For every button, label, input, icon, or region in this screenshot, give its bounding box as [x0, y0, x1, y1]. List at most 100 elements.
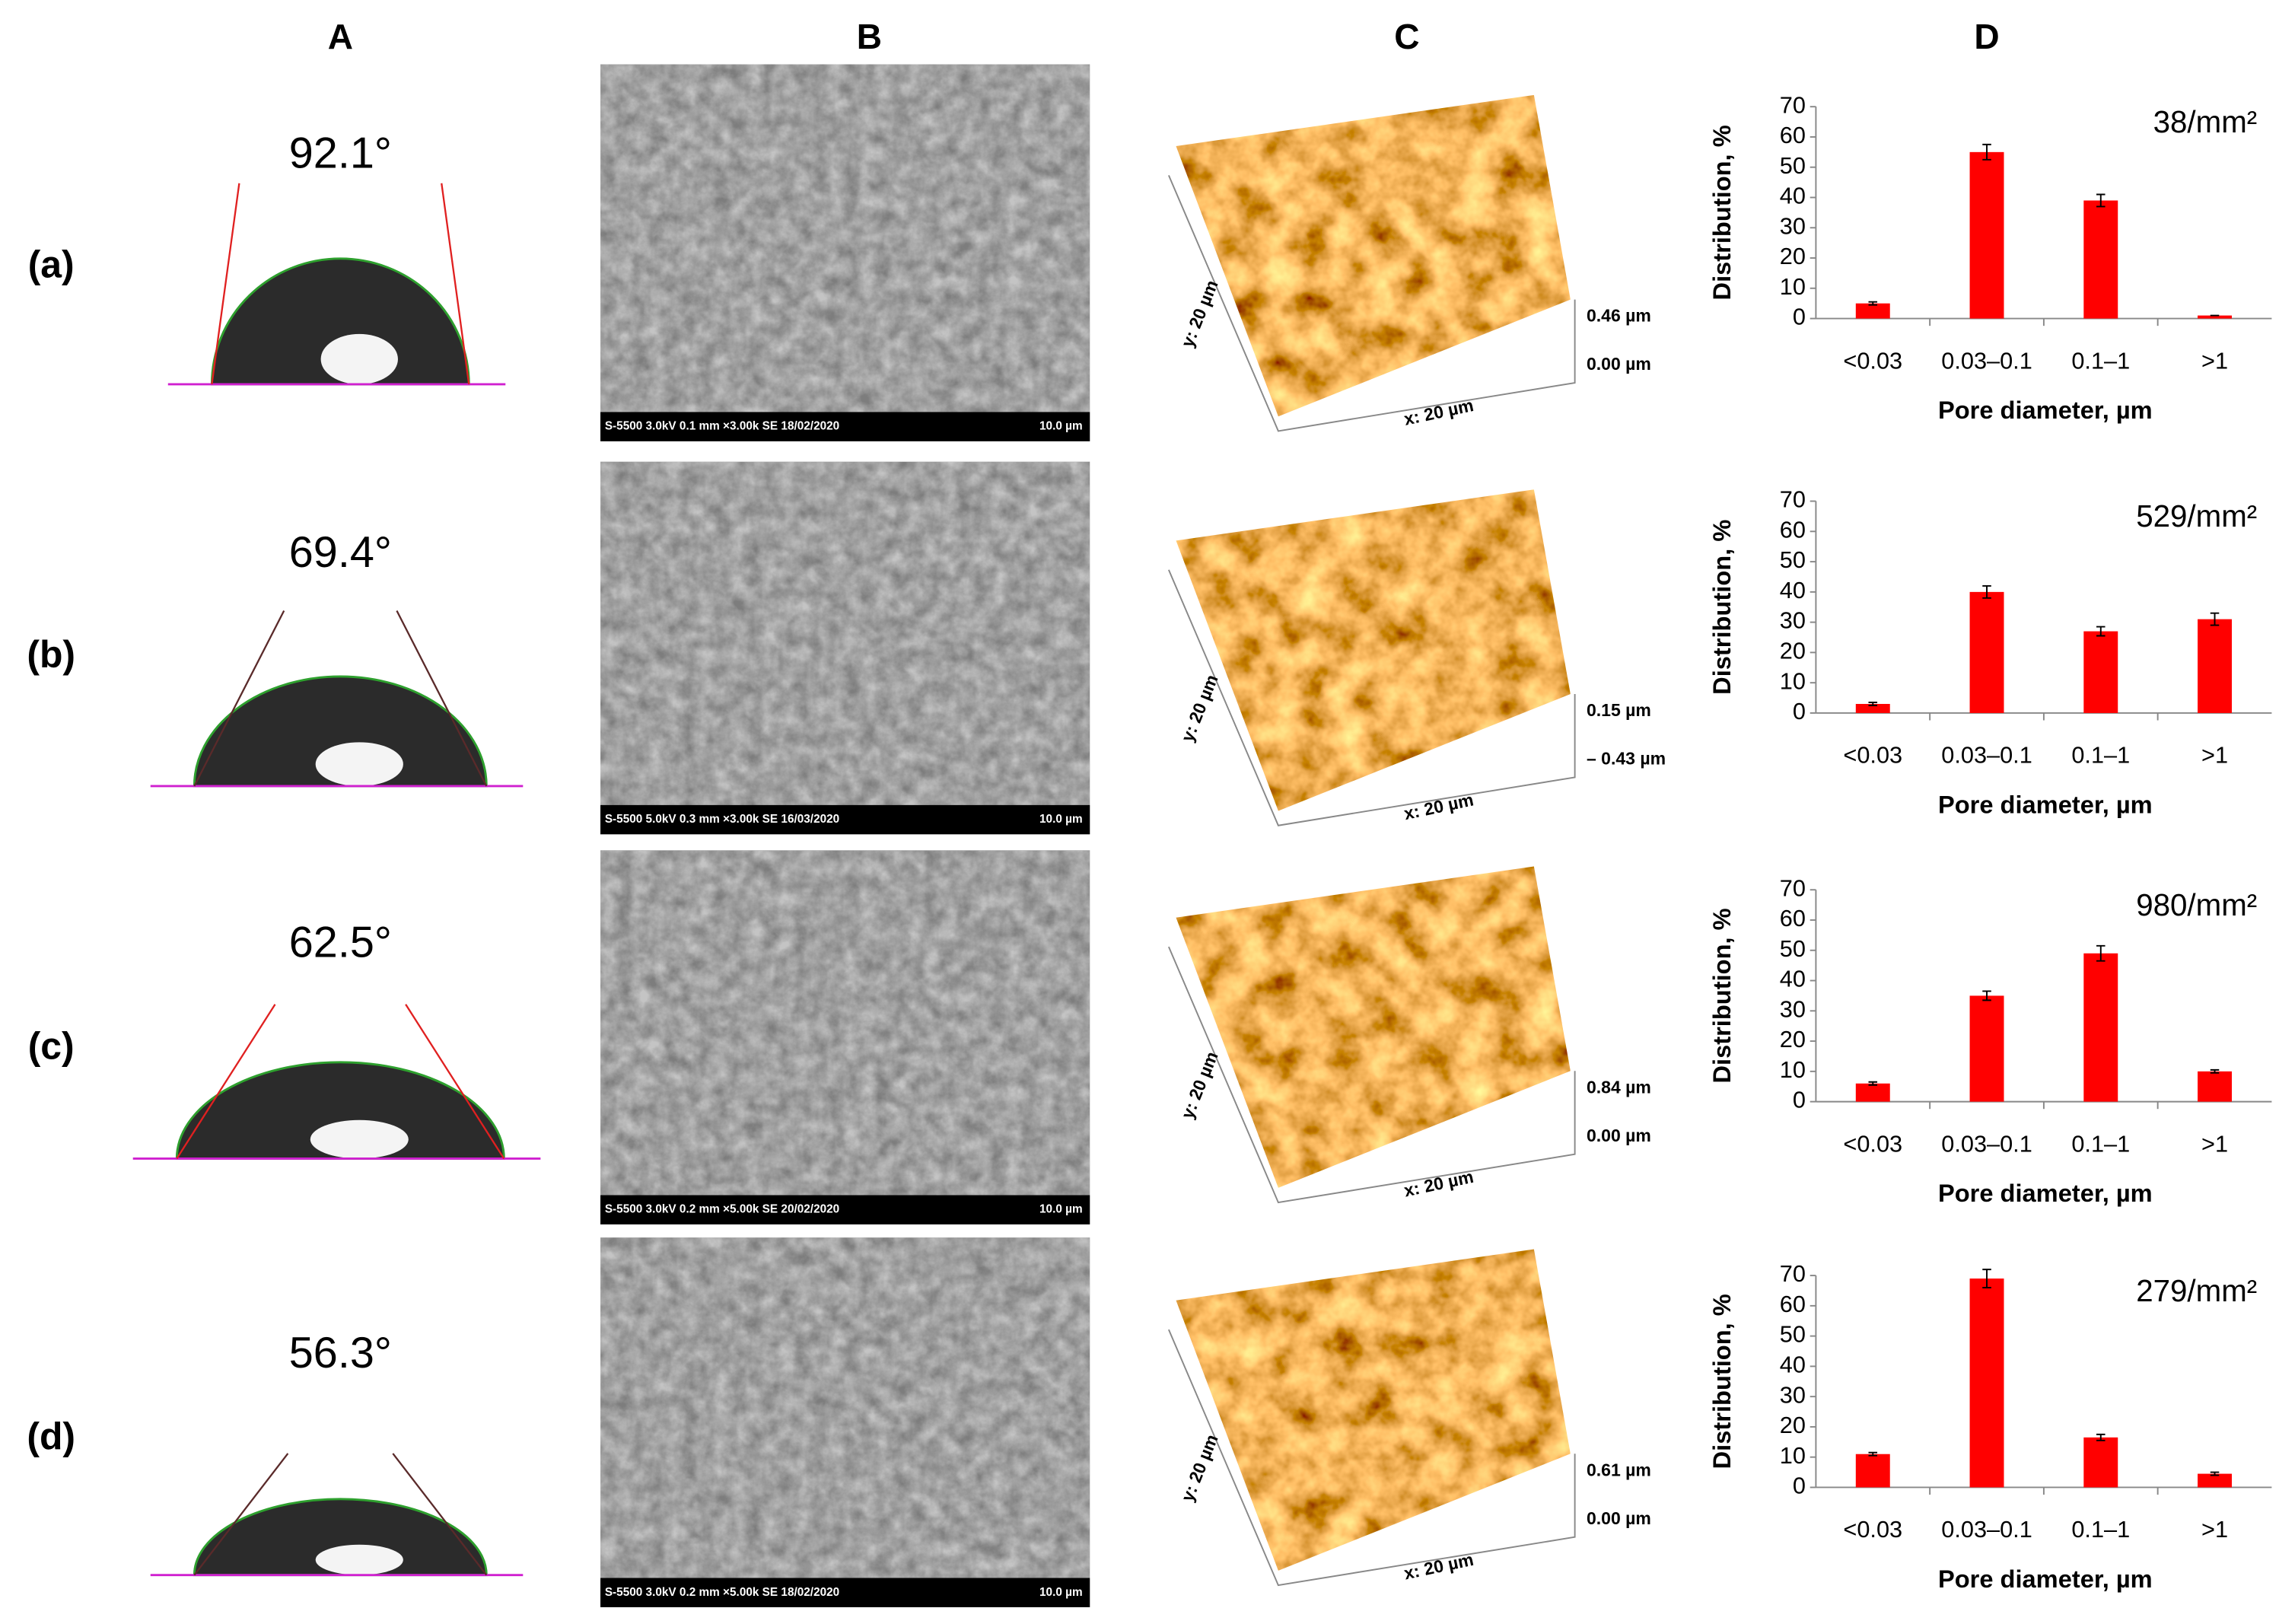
y-tick-label: 30: [1780, 212, 1806, 239]
tangent-line: [392, 1453, 488, 1576]
annotation: 279/mm²: [2136, 1274, 2257, 1308]
droplet-highlight: [315, 742, 403, 786]
y-tick-label: 20: [1780, 243, 1806, 269]
y-tick-label: 10: [1780, 1442, 1806, 1469]
afm-y-axis-label: y: 20 µm: [1177, 1431, 1222, 1505]
afm-z-min: 0.00 µm: [1587, 1126, 1651, 1145]
afm-z-min: – 0.43 µm: [1587, 748, 1666, 768]
error-bar: [1982, 143, 1991, 161]
contact-angle: 92.1°: [289, 129, 392, 178]
bar: [1855, 1083, 1890, 1102]
row-label: (c): [28, 1025, 75, 1068]
bar: [2083, 1437, 2118, 1488]
x-tick-label: >1: [2201, 347, 2228, 374]
afm-x-axis-label: x: 20 µm: [1402, 789, 1475, 823]
contact-angle: 56.3°: [289, 1329, 392, 1377]
bar: [2083, 953, 2118, 1102]
error-bar: [1868, 1451, 1878, 1457]
y-tick-label: 60: [1780, 1291, 1806, 1317]
y-tick-label: 0: [1793, 698, 1806, 724]
y-tick-label: 30: [1780, 995, 1806, 1022]
x-axis-title: Pore diameter, µm: [1938, 396, 2153, 424]
bar: [1969, 591, 2004, 713]
y-tick-label: 40: [1780, 1351, 1806, 1377]
bar: [2198, 619, 2232, 713]
sem-info: S-5500 5.0kV 0.3 mm ×3.00k SE 16/03/2020: [605, 813, 839, 826]
tangent-line: [193, 1453, 289, 1576]
bar: [2083, 200, 2118, 319]
bar: [1855, 1454, 1890, 1488]
y-tick-label: 40: [1780, 966, 1806, 992]
sem-scale: 10.0 µm: [1039, 1586, 1083, 1599]
sem-scale: 10.0 µm: [1039, 420, 1083, 433]
y-tick-label: 20: [1780, 1412, 1806, 1438]
y-tick-label: 60: [1780, 905, 1806, 931]
x-tick-label: <0.03: [1843, 347, 1902, 374]
afm-y-axis-label: y: 20 µm: [1177, 277, 1222, 350]
y-tick-label: 60: [1780, 122, 1806, 148]
y-tick-label: 70: [1780, 486, 1806, 513]
annotation: 980/mm²: [2136, 888, 2257, 922]
x-tick-label: 0.03–0.1: [1941, 347, 2032, 374]
contact-angle: 62.5°: [289, 918, 392, 966]
bar: [2198, 1071, 2232, 1102]
y-tick-label: 20: [1780, 1026, 1806, 1052]
afm-surface: [1176, 866, 1571, 1188]
error-bar: [1982, 1269, 1991, 1288]
sem-image: [600, 850, 1090, 1224]
error-bar: [2210, 612, 2220, 626]
sem-info-bar: [600, 412, 1090, 441]
sem-info: S-5500 3.0kV 0.2 mm ×5.00k SE 20/02/2020: [605, 1203, 839, 1216]
y-tick-label: 20: [1780, 638, 1806, 664]
afm-z-min: 0.00 µm: [1587, 1508, 1651, 1528]
x-tick-label: 0.03–0.1: [1941, 742, 2032, 769]
error-bar: [1868, 1081, 1878, 1086]
row-label: (b): [27, 633, 75, 676]
y-tick-label: 40: [1780, 183, 1806, 209]
error-bar: [2210, 1068, 2220, 1074]
y-tick-label: 70: [1780, 91, 1806, 118]
y-tick-label: 70: [1780, 874, 1806, 901]
droplet: [193, 675, 488, 788]
y-axis-title: Distribution, %: [1708, 908, 1736, 1083]
y-tick-label: 50: [1780, 935, 1806, 962]
sem-scale: 10.0 µm: [1039, 813, 1083, 826]
tangent-line: [396, 610, 488, 787]
x-tick-label: <0.03: [1843, 1130, 1902, 1157]
panel-header: B: [857, 17, 882, 56]
sem-info-bar: [600, 804, 1090, 835]
contact-angle: 69.4°: [289, 528, 392, 577]
x-axis-title: Pore diameter, µm: [1938, 1565, 2153, 1593]
y-tick-label: 0: [1793, 1473, 1806, 1499]
bar: [1855, 303, 1890, 319]
tangent-line: [441, 183, 470, 385]
x-axis-title: Pore diameter, µm: [1938, 1179, 2153, 1207]
afm-z-max: 0.46 µm: [1587, 306, 1651, 326]
panel-header: C: [1394, 17, 1419, 56]
afm-z-min: 0.00 µm: [1587, 354, 1651, 374]
annotation: 529/mm²: [2136, 499, 2257, 533]
x-tick-label: 0.1–1: [2071, 1516, 2130, 1543]
afm-z-max: 0.15 µm: [1587, 700, 1651, 720]
x-tick-label: 0.03–0.1: [1941, 1516, 2032, 1543]
error-bar: [1868, 301, 1878, 306]
y-tick-label: 0: [1793, 304, 1806, 330]
y-tick-label: 40: [1780, 577, 1806, 603]
error-bar: [1982, 990, 1991, 1001]
y-tick-label: 50: [1780, 1321, 1806, 1348]
x-tick-label: 0.1–1: [2071, 742, 2130, 769]
x-tick-label: 0.1–1: [2071, 1130, 2130, 1157]
bar: [1969, 1279, 2004, 1488]
y-tick-label: 70: [1780, 1260, 1806, 1287]
panel-header: D: [1974, 17, 1999, 56]
tangent-line: [193, 610, 285, 787]
sem-image: [600, 461, 1090, 835]
tangent-line: [176, 1004, 276, 1160]
afm-axis: [1168, 175, 1576, 432]
y-tick-label: 50: [1780, 152, 1806, 179]
panel-header: A: [328, 17, 353, 56]
y-tick-label: 50: [1780, 546, 1806, 573]
sem-image: [600, 64, 1090, 441]
sem-info-bar: [600, 1578, 1090, 1607]
